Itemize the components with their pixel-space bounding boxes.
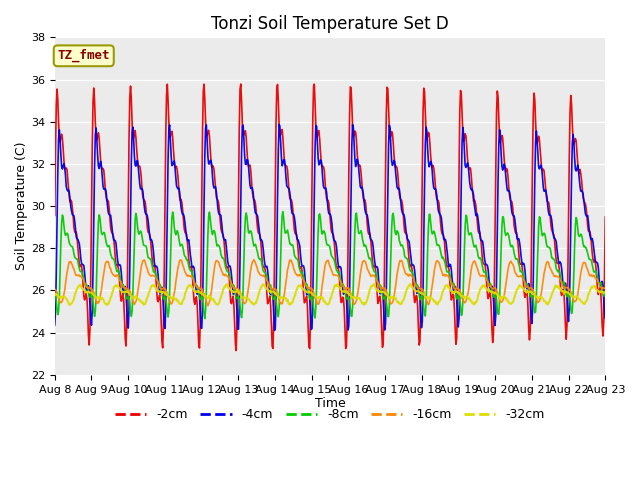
Title: Tonzi Soil Temperature Set D: Tonzi Soil Temperature Set D [211, 15, 449, 33]
X-axis label: Time: Time [315, 397, 346, 410]
Y-axis label: Soil Temperature (C): Soil Temperature (C) [15, 142, 28, 270]
Text: TZ_fmet: TZ_fmet [58, 49, 110, 62]
Legend: -2cm, -4cm, -8cm, -16cm, -32cm: -2cm, -4cm, -8cm, -16cm, -32cm [110, 403, 550, 426]
